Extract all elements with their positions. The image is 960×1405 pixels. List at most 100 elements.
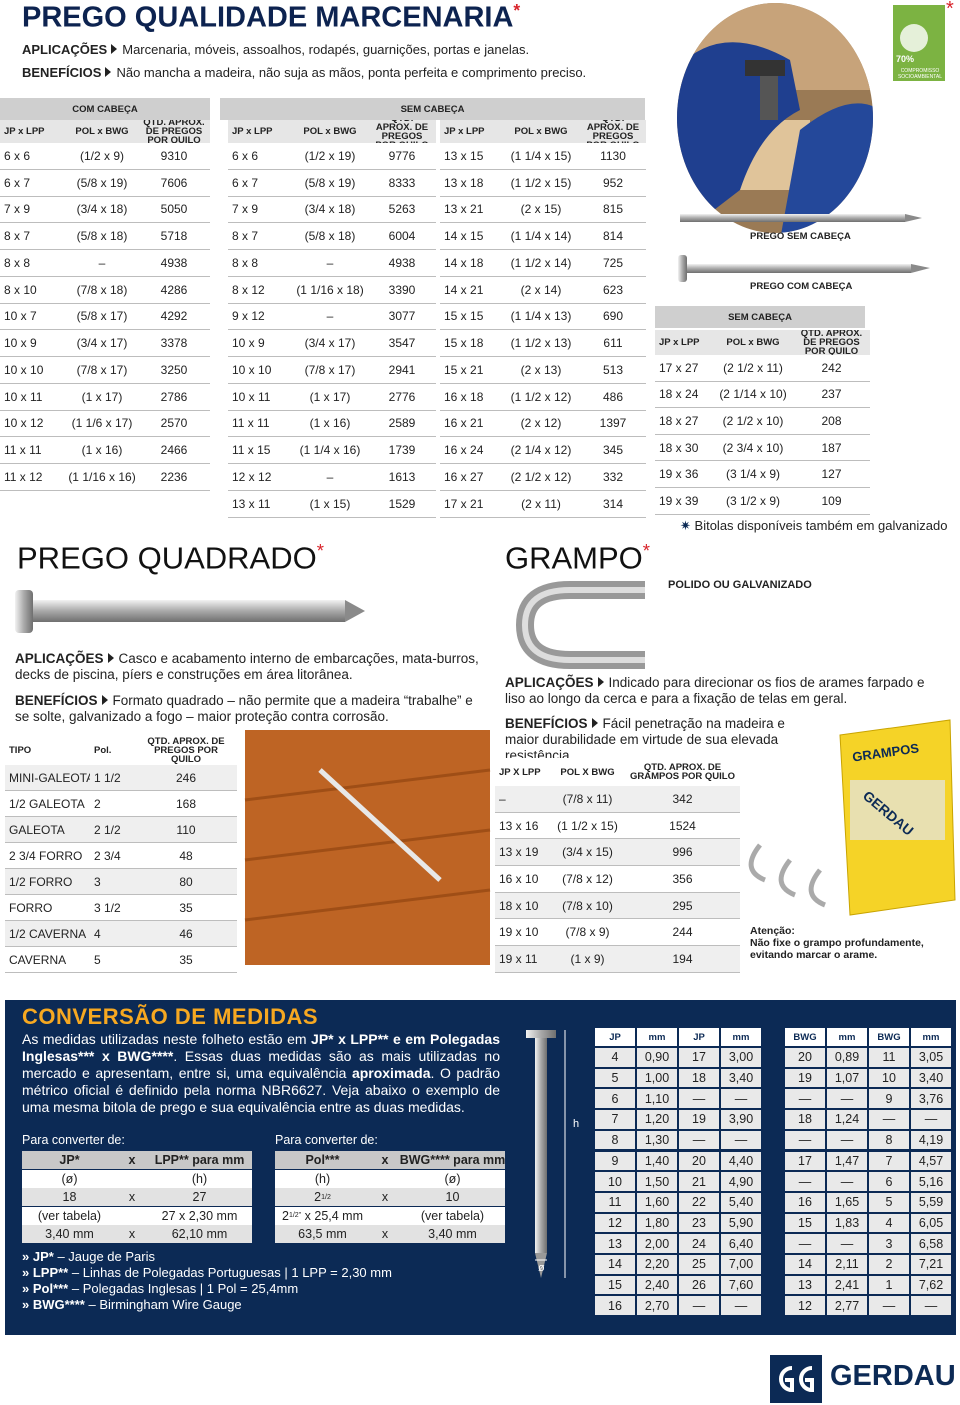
table-cell: 12 xyxy=(595,1213,635,1233)
legend-term: » BWG**** xyxy=(22,1297,85,1312)
benefits-text: Não mancha a madeira, não suja as mãos, … xyxy=(116,65,587,80)
arrow xyxy=(105,67,112,77)
table-cell: (2 1/4 x 12) xyxy=(502,437,580,464)
column-header: JP X LPP xyxy=(495,758,550,786)
table-cell: — xyxy=(721,1130,761,1150)
table-cell: 13 x 18 xyxy=(440,169,502,197)
converter-cell: 10 xyxy=(400,1188,505,1206)
table-cell: 342 xyxy=(625,786,740,813)
converter-cell: BWG**** para mm xyxy=(400,1151,505,1169)
table-cell: — xyxy=(785,1234,825,1253)
note-text: Bitolas disponíveis também em galvanizad… xyxy=(694,518,948,533)
section-title: PREGO QUADRADO* xyxy=(17,540,324,576)
graphic xyxy=(15,590,33,633)
table-cell: 18 x 27 xyxy=(655,408,713,435)
table-cell: 3,40 xyxy=(721,1068,761,1088)
table-cell: 2786 xyxy=(138,383,210,411)
table-cell: (2 3/4 x 10) xyxy=(713,434,793,462)
table-cell: 13 xyxy=(595,1234,635,1253)
table-cell: 25 xyxy=(679,1255,719,1274)
table-cell: 5,90 xyxy=(721,1213,761,1233)
table-cell: (7/8 x 11) xyxy=(550,786,625,813)
table-cell: — xyxy=(785,1130,825,1150)
table-cell: (1 1/2 x 13) xyxy=(502,330,580,357)
table-cell: 1,65 xyxy=(827,1192,867,1212)
page-title: PREGO QUALIDADE MARCENARIA* xyxy=(22,0,520,35)
table-cell: — xyxy=(679,1089,719,1109)
table-cell: 16 xyxy=(595,1296,635,1316)
column-header: JP x LPP xyxy=(228,120,292,143)
table-cell: 513 xyxy=(580,357,646,384)
table-cell: 5 xyxy=(595,1068,635,1088)
table-cell: (1 1/4 x 15) xyxy=(502,143,580,170)
table-cell: (1 1/2 x 14) xyxy=(502,250,580,277)
table-cell: 1529 xyxy=(368,490,436,518)
cell-text: x xyxy=(128,1153,136,1167)
legend-item: » LPP** – Linhas de Polegadas Portuguesa… xyxy=(22,1265,392,1281)
table-cell: – xyxy=(495,786,550,813)
table-cell: 7 xyxy=(869,1151,909,1171)
cell-text: Pol*** xyxy=(305,1153,340,1167)
table-cell: 109 xyxy=(793,488,870,515)
table-cell: 1,60 xyxy=(637,1192,677,1212)
graphic xyxy=(900,24,928,52)
legend-term: » JP* xyxy=(22,1249,54,1264)
galvanized-note: ✷ Bitolas disponíveis também em galvaniz… xyxy=(680,518,947,534)
converter-cell: (ver tabela) xyxy=(400,1206,505,1225)
table-cell: 20 xyxy=(679,1151,719,1171)
converter-label: Para converter de: xyxy=(22,1133,125,1147)
legend-item: » BWG**** – Birmingham Wire Gauge xyxy=(22,1297,392,1313)
group-header: SEM CABEÇA xyxy=(655,306,865,328)
table-cell: 623 xyxy=(580,276,646,304)
table-cell: 17 xyxy=(785,1151,825,1171)
converter-cell: LPP** para mm xyxy=(147,1151,252,1169)
converter-cell: 3,40 mm xyxy=(22,1225,117,1243)
graphic xyxy=(760,70,778,120)
column-header: mm xyxy=(911,1028,951,1046)
table-cell: (2 1/2 x 10) xyxy=(713,408,793,435)
applications-text: Indicado para direcionar os fios de aram… xyxy=(505,675,925,706)
asterisk: * xyxy=(513,0,521,20)
table-cell: (7/8 x 9) xyxy=(550,919,625,947)
cell-text: 18 xyxy=(62,1190,77,1204)
table-cell: 11 x 15 xyxy=(228,437,292,464)
column-header: POL x BWG xyxy=(292,120,368,143)
table-cell: 237 xyxy=(793,381,870,409)
benefits-label: BENEFÍCIOS xyxy=(15,693,98,708)
table-cell: 18 xyxy=(679,1068,719,1088)
table-cell: — xyxy=(785,1172,825,1191)
column-header: mm xyxy=(637,1028,677,1046)
paragraph-text: As medidas utilizadas neste folheto estã… xyxy=(22,1031,312,1047)
graphic xyxy=(526,1030,556,1038)
legend-term: » LPP** xyxy=(22,1265,69,1280)
table-cell: 19 x 10 xyxy=(495,919,550,947)
table-cell: — xyxy=(679,1130,719,1150)
table-cell: 10 xyxy=(595,1172,635,1191)
table-cell: 1,40 xyxy=(637,1151,677,1171)
square-nail xyxy=(15,590,365,633)
column-header: JP x LPP xyxy=(0,120,66,143)
table-cell: (3/4 x 18) xyxy=(292,196,368,224)
column-header: POL x BWG xyxy=(502,120,580,143)
cell-text: (ø) xyxy=(61,1171,78,1186)
applications-text: Marcenaria, móveis, assoalhos, rodapés, … xyxy=(122,42,530,57)
benefits-paragraph: BENEFÍCIOS Fácil penetração na madeira e … xyxy=(505,716,815,764)
table-cell: (1 x 16) xyxy=(66,437,138,464)
graphic xyxy=(686,264,911,273)
table-cell: (3/4 x 15) xyxy=(550,839,625,867)
table-cell: 14 x 15 xyxy=(440,223,502,250)
table-cell: – xyxy=(66,250,138,277)
table-cell: 15 x 15 xyxy=(440,303,502,331)
table-cell: 1739 xyxy=(368,437,436,464)
converter-label: Para converter de: xyxy=(275,1133,378,1147)
table-cell: 1,07 xyxy=(827,1068,867,1088)
staple xyxy=(515,581,645,669)
nail-label: PREGO SEM CABEÇA xyxy=(750,231,851,242)
table-cell: 17 x 27 xyxy=(655,355,713,382)
applications-label: APLICAÇÕES xyxy=(15,651,104,666)
nail-label: PREGO COM CABEÇA xyxy=(750,281,853,292)
table-cell: (1 1/2 x 15) xyxy=(502,169,580,197)
title-text: PREGO QUALIDADE MARCENARIA xyxy=(22,1,514,34)
table-cell: 19 xyxy=(785,1068,825,1088)
graphic xyxy=(770,1355,822,1403)
